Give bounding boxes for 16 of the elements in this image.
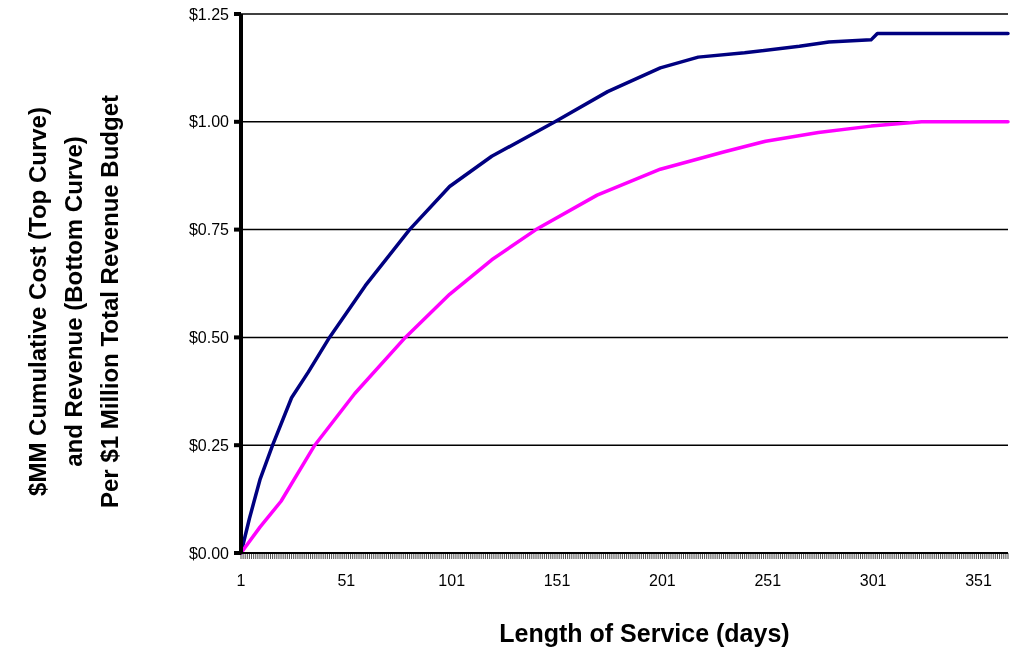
x-tick-label: 301 bbox=[859, 572, 887, 589]
y-tick-label: $0.50 bbox=[188, 329, 230, 346]
y-tick-label: $0.25 bbox=[188, 436, 230, 454]
y-tick-label: $1.25 bbox=[188, 5, 230, 23]
x-tick-label: 151 bbox=[543, 572, 571, 589]
x-tick-label: 101 bbox=[438, 572, 466, 589]
x-tick-label: 51 bbox=[337, 572, 356, 589]
y-tick-label: $0.75 bbox=[188, 221, 230, 239]
y-tick-label: $0.00 bbox=[188, 544, 230, 562]
y-axis-title: $MM Cumulative Cost (Top Curve) and Revenue (Bottom Curve) Per $1 Million Total Revenue Budget bbox=[24, 95, 123, 508]
x-tick-label: 201 bbox=[649, 572, 676, 589]
x-tick-label: 351 bbox=[965, 572, 992, 589]
x-tick-label: 251 bbox=[754, 572, 782, 589]
y-tick-label: $1.00 bbox=[188, 113, 230, 131]
x-axis-title: Length of Service (days) bbox=[499, 619, 790, 647]
x-tick-label: 1 bbox=[236, 572, 246, 589]
